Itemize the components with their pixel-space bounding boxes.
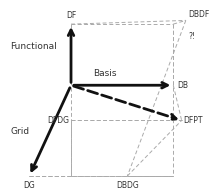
Text: DG: DG — [23, 181, 35, 189]
Text: Basis: Basis — [93, 69, 116, 78]
Text: DFDG: DFDG — [47, 116, 69, 125]
Text: ?!: ?! — [188, 32, 195, 40]
Text: DFPT: DFPT — [184, 116, 203, 125]
Text: DF: DF — [66, 11, 76, 20]
Text: Functional: Functional — [10, 42, 57, 51]
Text: DBDF: DBDF — [188, 10, 209, 19]
Text: Grid: Grid — [10, 127, 30, 136]
Text: DBDG: DBDG — [116, 181, 139, 189]
Text: DB: DB — [177, 81, 189, 90]
